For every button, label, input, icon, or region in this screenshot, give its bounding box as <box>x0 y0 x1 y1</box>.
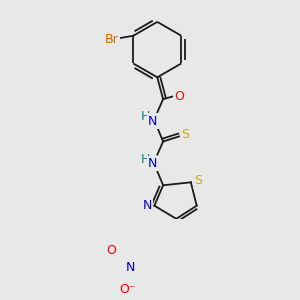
Text: N: N <box>148 157 158 170</box>
Text: S: S <box>194 174 202 188</box>
Text: O: O <box>174 90 184 103</box>
Text: O: O <box>106 244 116 257</box>
Text: Br: Br <box>104 33 118 46</box>
Text: H: H <box>141 152 150 166</box>
Text: H: H <box>141 110 150 123</box>
Text: S: S <box>181 128 189 141</box>
Text: O⁻: O⁻ <box>119 283 136 296</box>
Text: N: N <box>148 115 158 128</box>
Text: N: N <box>142 199 152 212</box>
Text: N: N <box>126 261 135 274</box>
